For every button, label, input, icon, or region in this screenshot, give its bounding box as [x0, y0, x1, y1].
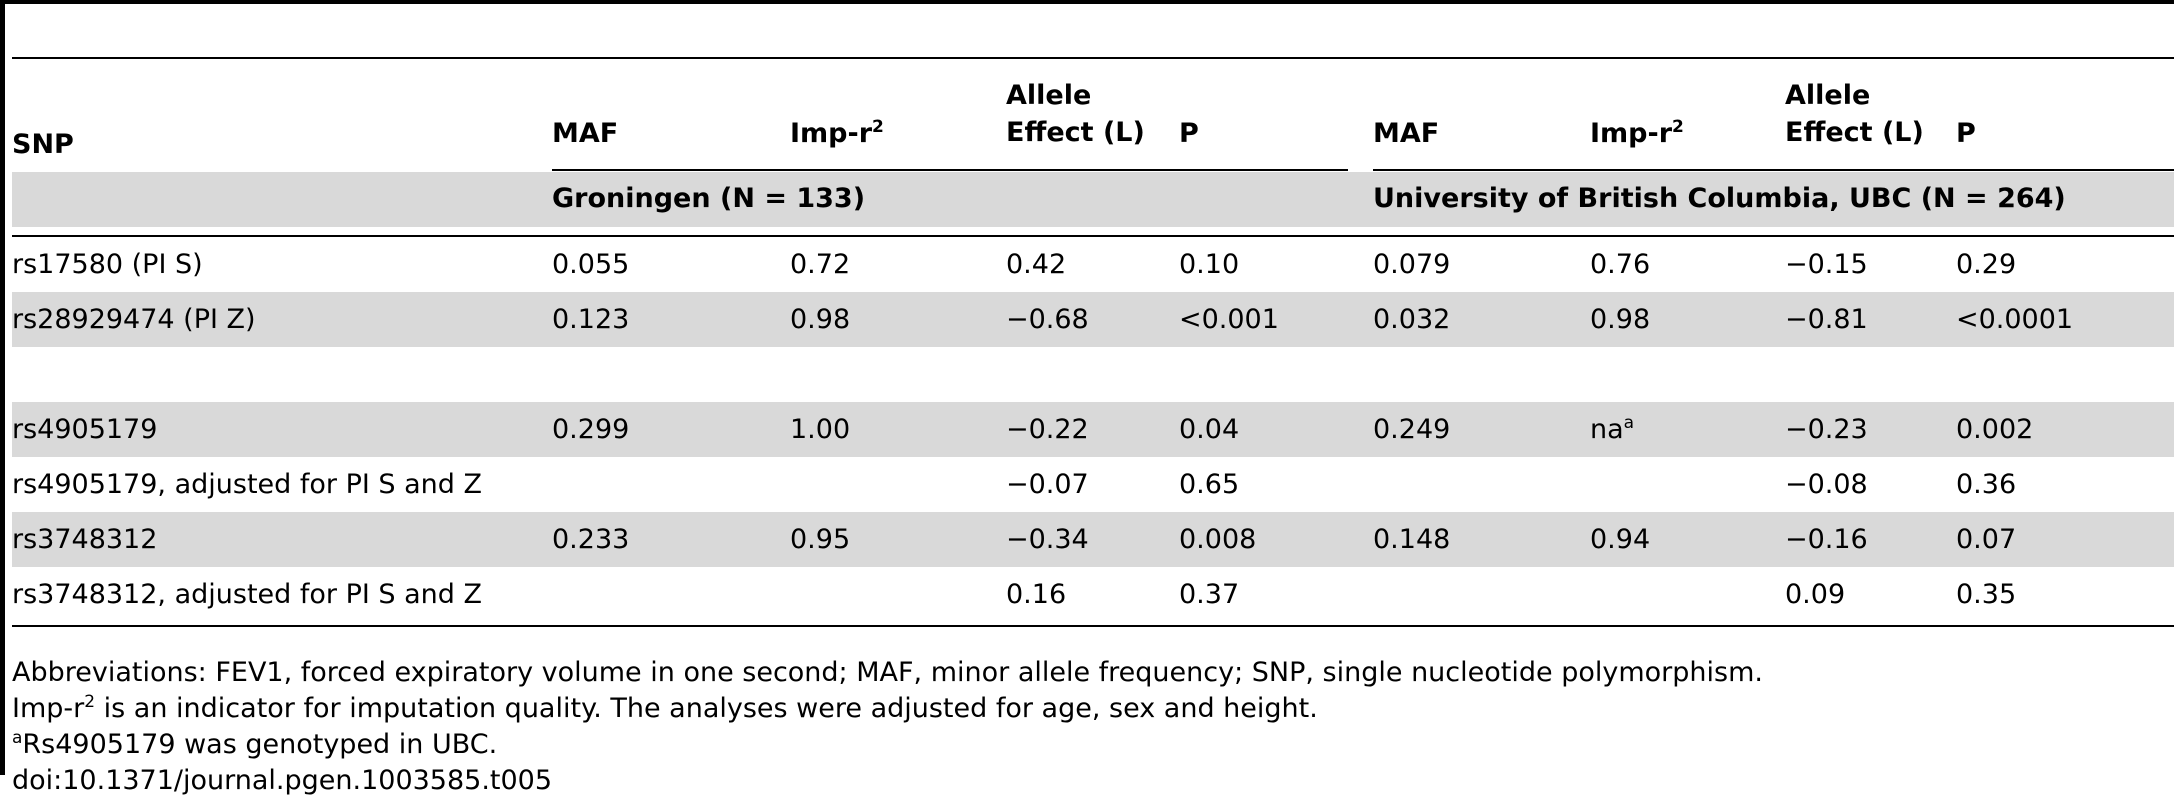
col-header-maf-ubc: MAF — [1373, 118, 1440, 149]
cell-maf-ubc: 0.032 — [1373, 304, 1451, 335]
col-header-p-groningen: P — [1179, 118, 1199, 149]
left-border — [0, 0, 5, 775]
row-band — [12, 402, 2174, 457]
group-label-ubc: University of British Columbia, UBC (N =… — [1373, 183, 2066, 214]
cell-effect-ubc: 0.09 — [1785, 579, 1846, 610]
cell-effect-ubc: −0.16 — [1785, 524, 1868, 555]
cell-snp: rs28929474 (PI Z) — [12, 304, 256, 335]
row-band — [12, 292, 2174, 347]
cell-snp: rs4905179, adjusted for PI S and Z — [12, 469, 482, 500]
col-header-allele-ubc: Allele Effect (L) — [1785, 80, 1924, 148]
cell-maf-ubc: 0.249 — [1373, 414, 1451, 445]
cell-maf-groningen: 0.123 — [552, 304, 630, 335]
cell-effect-ubc: −0.15 — [1785, 249, 1868, 280]
footnote-a: aRs4905179 was genotyped in UBC. — [12, 728, 498, 760]
cell-imp-ubc: 0.76 — [1590, 249, 1651, 280]
col-header-allele-groningen: Allele Effect (L) — [1006, 80, 1145, 148]
cell-imp-ubc: 0.98 — [1590, 304, 1651, 335]
cell-effect-groningen: −0.07 — [1006, 469, 1089, 500]
cell-effect-groningen: 0.42 — [1006, 249, 1067, 280]
cell-effect-ubc: −0.08 — [1785, 469, 1868, 500]
doi-text: doi:10.1371/journal.pgen.1003585.t005 — [12, 765, 553, 796]
cell-p-ubc: 0.36 — [1956, 469, 2017, 500]
cell-p-ubc: 0.002 — [1956, 414, 2034, 445]
cell-snp: rs3748312, adjusted for PI S and Z — [12, 579, 482, 610]
group-label-groningen: Groningen (N = 133) — [552, 183, 866, 214]
cell-imp-groningen: 0.95 — [790, 524, 851, 555]
cell-snp: rs17580 (PI S) — [12, 249, 203, 280]
col-header-maf-groningen: MAF — [552, 118, 619, 149]
cell-imp-ubc: naa — [1590, 413, 1635, 445]
cell-p-groningen: 0.04 — [1179, 414, 1240, 445]
cell-maf-ubc: 0.079 — [1373, 249, 1451, 280]
table-bottom-rule — [12, 625, 2174, 627]
cell-effect-groningen: −0.34 — [1006, 524, 1089, 555]
cell-effect-ubc: −0.81 — [1785, 304, 1868, 335]
header-bottom-rule — [12, 235, 2174, 237]
cell-p-ubc: 0.07 — [1956, 524, 2017, 555]
cell-effect-groningen: −0.22 — [1006, 414, 1089, 445]
cell-maf-ubc: 0.148 — [1373, 524, 1451, 555]
cell-maf-groningen: 0.233 — [552, 524, 630, 555]
cell-maf-groningen: 0.299 — [552, 414, 630, 445]
cell-imp-groningen: 0.98 — [790, 304, 851, 335]
footnote-imputation: Imp-r2 is an indicator for imputation qu… — [12, 692, 1318, 724]
cell-p-groningen: 0.008 — [1179, 524, 1257, 555]
group-underline-ubc — [1373, 169, 2174, 171]
footnote-abbreviations: Abbreviations: FEV1, forced expiratory v… — [12, 657, 1763, 688]
cell-effect-ubc: −0.23 — [1785, 414, 1868, 445]
cell-imp-groningen: 0.72 — [790, 249, 851, 280]
top-border — [0, 0, 2174, 4]
cell-effect-groningen: −0.68 — [1006, 304, 1089, 335]
cell-p-groningen: <0.001 — [1179, 304, 1279, 335]
cell-imp-groningen: 1.00 — [790, 414, 851, 445]
cell-imp-ubc: 0.94 — [1590, 524, 1651, 555]
cell-p-groningen: 0.37 — [1179, 579, 1240, 610]
cell-snp: rs4905179 — [12, 414, 158, 445]
cell-effect-groningen: 0.16 — [1006, 579, 1067, 610]
col-header-snp: SNP — [12, 129, 74, 160]
cell-p-ubc: <0.0001 — [1956, 304, 2074, 335]
table-top-rule — [12, 57, 2174, 59]
cell-maf-groningen: 0.055 — [552, 249, 630, 280]
cell-snp: rs3748312 — [12, 524, 158, 555]
col-header-imp-ubc: Imp-r2 — [1590, 117, 1684, 149]
cell-p-groningen: 0.10 — [1179, 249, 1240, 280]
col-header-p-ubc: P — [1956, 118, 1976, 149]
cell-p-groningen: 0.65 — [1179, 469, 1240, 500]
row-band — [12, 512, 2174, 567]
group-underline-groningen — [552, 169, 1348, 171]
cell-p-ubc: 0.35 — [1956, 579, 2017, 610]
cell-p-ubc: 0.29 — [1956, 249, 2017, 280]
col-header-imp-groningen: Imp-r2 — [790, 117, 884, 149]
group-header-band — [12, 172, 2174, 227]
